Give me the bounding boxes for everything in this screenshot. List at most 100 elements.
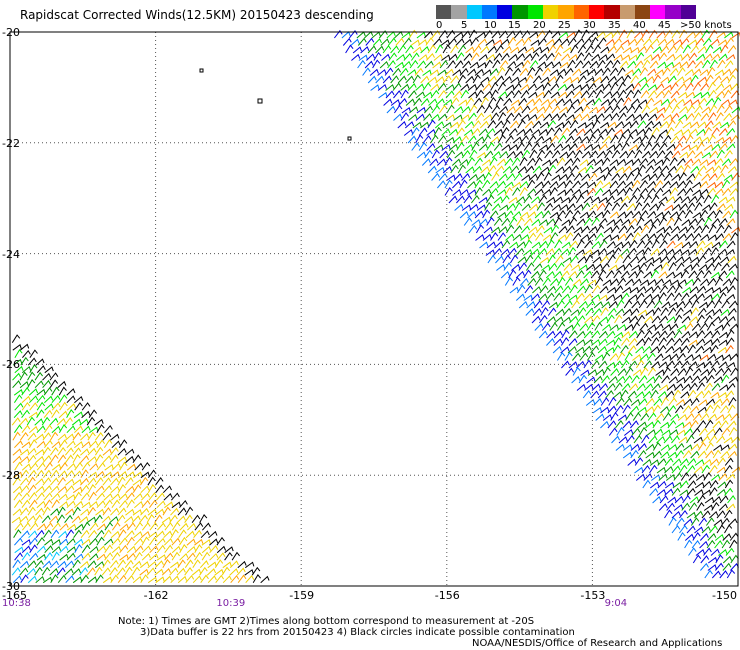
wind-barb: [727, 165, 737, 174]
wind-barb: [630, 255, 640, 264]
wind-barb: [523, 53, 533, 61]
wind-barb: [569, 119, 579, 129]
wind-barb: [459, 158, 469, 166]
wind-barb: [613, 336, 622, 346]
wind-barb: [520, 113, 530, 121]
wind-barb: [510, 99, 521, 106]
wind-barb: [546, 316, 556, 324]
wind-barb: [667, 285, 676, 294]
wind-barb: [561, 329, 570, 339]
wind-barb: [109, 559, 119, 569]
wind-barb: [620, 248, 630, 256]
wind-barb: [662, 231, 671, 241]
wind-barb: [538, 293, 548, 301]
wind-barb: [674, 284, 683, 294]
wind-barb: [489, 210, 499, 219]
wind-barb: [558, 112, 567, 121]
wind-barb: [724, 203, 734, 211]
wind-barb: [34, 560, 44, 569]
wind-barb: [583, 217, 593, 226]
wind-barb: [600, 46, 610, 54]
wind-barb: [34, 371, 44, 381]
wind-barb: [713, 444, 723, 451]
wind-barb: [639, 353, 649, 361]
wind-barb: [367, 75, 377, 84]
wind-barb: [688, 473, 698, 481]
wind-barb: [444, 156, 453, 166]
legend-swatch: [466, 5, 482, 19]
wind-barb: [669, 323, 679, 331]
wind-barb: [716, 104, 725, 114]
wind-barb: [643, 194, 652, 204]
wind-barb: [474, 68, 484, 76]
wind-barb: [611, 202, 621, 211]
wind-barb: [538, 330, 548, 339]
wind-barb: [577, 44, 586, 54]
wind-barb: [612, 344, 621, 354]
wind-barb: [628, 54, 638, 61]
wind-barb: [590, 294, 601, 301]
wind-barb: [653, 99, 663, 106]
wind-barb: [132, 560, 142, 569]
wind-barb: [600, 121, 610, 129]
wind-barb: [727, 450, 737, 459]
wind-barb: [530, 293, 540, 301]
wind-barb: [630, 46, 640, 54]
wind-barb: [36, 492, 45, 501]
wind-barb: [640, 224, 650, 234]
wind-barb: [199, 560, 209, 569]
wind-barb: [729, 67, 739, 76]
wind-barb: [446, 29, 456, 39]
wind-barb: [14, 461, 23, 471]
wind-barb: [715, 83, 725, 91]
wind-barb: [668, 97, 678, 106]
wind-barb: [616, 158, 627, 166]
wind-barb: [603, 171, 612, 181]
wind-barb: [490, 81, 499, 91]
wind-barb: [64, 514, 73, 524]
wind-barb: [459, 188, 469, 196]
wind-barb: [64, 417, 73, 426]
wind-barb: [501, 52, 510, 61]
wind-barb: [726, 127, 736, 136]
wind-barb: [610, 81, 619, 91]
wind-barb: [663, 435, 673, 444]
wind-barb: [680, 249, 690, 256]
wind-barb: [711, 316, 721, 324]
legend-swatch: [588, 5, 605, 19]
wind-barb: [171, 492, 180, 501]
wind-barb: [52, 522, 61, 531]
wind-barb: [43, 387, 53, 396]
wind-barb: [11, 417, 21, 426]
wind-barb: [617, 188, 627, 196]
wind-barb: [36, 440, 46, 449]
wind-barb: [87, 576, 98, 584]
wind-barb: [29, 522, 39, 531]
wind-barb: [72, 559, 81, 568]
wind-barb: [570, 255, 579, 264]
wind-barb: [648, 29, 658, 39]
wind-barb: [426, 143, 436, 151]
wind-barb: [643, 329, 653, 339]
wind-barb: [51, 492, 61, 501]
legend-swatch: [527, 5, 544, 19]
legend-swatch: [619, 5, 635, 19]
wind-barb: [727, 285, 736, 294]
wind-barb: [671, 510, 681, 519]
wind-barb: [35, 469, 45, 479]
wind-barb: [705, 308, 715, 316]
wind-barb: [27, 379, 36, 388]
wind-barb: [452, 180, 462, 189]
wind-barb: [452, 136, 462, 144]
wind-barb: [36, 553, 47, 561]
wind-barb: [651, 315, 661, 324]
wind-barb: [229, 560, 239, 569]
wind-barb: [724, 524, 733, 534]
wind-barb: [431, 172, 441, 181]
wind-barb: [102, 485, 112, 494]
wind-barb: [170, 561, 180, 569]
wind-barb: [681, 144, 691, 151]
wind-barb: [692, 367, 702, 376]
wind-barb: [601, 157, 611, 166]
legend-label: 0: [436, 20, 443, 31]
